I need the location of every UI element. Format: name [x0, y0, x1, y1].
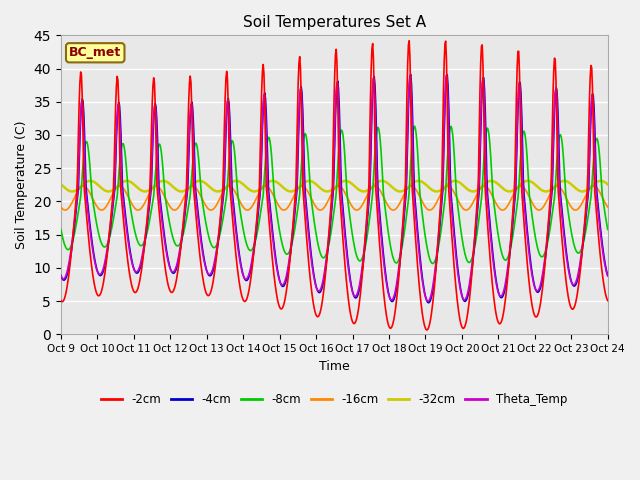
- Title: Soil Temperatures Set A: Soil Temperatures Set A: [243, 15, 426, 30]
- X-axis label: Time: Time: [319, 360, 349, 372]
- Legend: -2cm, -4cm, -8cm, -16cm, -32cm, Theta_Temp: -2cm, -4cm, -8cm, -16cm, -32cm, Theta_Te…: [97, 388, 572, 410]
- Y-axis label: Soil Temperature (C): Soil Temperature (C): [15, 120, 28, 249]
- Text: BC_met: BC_met: [69, 46, 122, 59]
